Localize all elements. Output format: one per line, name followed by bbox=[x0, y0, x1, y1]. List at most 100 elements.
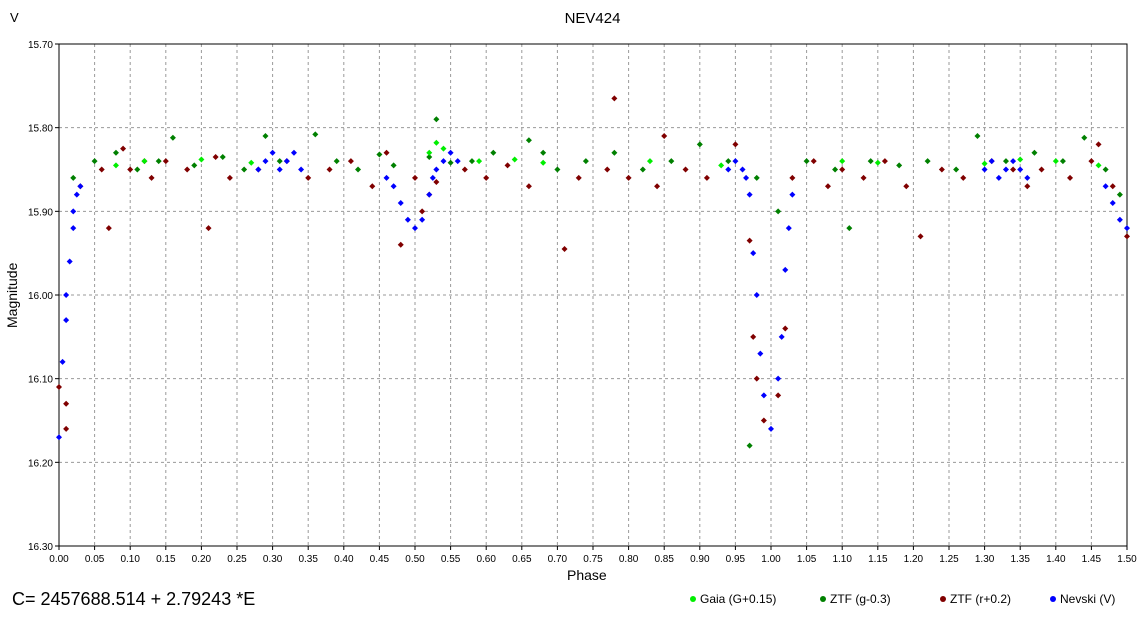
data-point bbox=[397, 241, 404, 248]
data-point bbox=[63, 292, 70, 298]
data-point bbox=[63, 317, 70, 324]
data-point bbox=[974, 133, 981, 140]
data-point bbox=[725, 158, 732, 165]
data-point bbox=[1124, 233, 1130, 240]
x-tick-label: 1.25 bbox=[939, 554, 959, 565]
legend-marker bbox=[940, 595, 946, 602]
data-point bbox=[753, 375, 760, 382]
data-point bbox=[824, 183, 831, 190]
data-point bbox=[810, 158, 817, 165]
data-point bbox=[525, 137, 532, 144]
data-point bbox=[775, 392, 782, 399]
x-axis-label: Phase bbox=[567, 567, 607, 583]
data-point bbox=[419, 216, 426, 223]
data-point bbox=[426, 149, 433, 156]
data-point bbox=[1024, 174, 1031, 181]
data-point bbox=[753, 292, 760, 298]
data-point bbox=[682, 166, 689, 173]
data-point bbox=[127, 166, 134, 173]
data-point bbox=[426, 191, 433, 198]
x-tick-label: 0.65 bbox=[512, 554, 532, 565]
data-point bbox=[440, 158, 447, 165]
data-point bbox=[703, 174, 710, 181]
legend-item: ZTF (g-0.3) bbox=[820, 592, 891, 606]
data-point bbox=[98, 166, 105, 173]
data-point bbox=[326, 166, 333, 173]
data-point bbox=[262, 133, 269, 140]
data-point bbox=[981, 160, 988, 167]
data-point bbox=[390, 162, 397, 169]
x-tick-label: 0.75 bbox=[583, 554, 603, 565]
data-point bbox=[1109, 183, 1116, 190]
data-point bbox=[953, 166, 960, 173]
x-tick-label: 1.40 bbox=[1046, 554, 1066, 565]
data-point bbox=[283, 158, 290, 165]
data-point bbox=[832, 166, 839, 173]
data-point bbox=[750, 333, 757, 340]
legend: Gaia (G+0.15) ZTF (g-0.3) ZTF (r+0.2) Nevsk… bbox=[0, 592, 1140, 608]
data-point bbox=[960, 174, 967, 181]
data-point bbox=[1031, 149, 1038, 156]
legend-label: ZTF (g-0.3) bbox=[830, 592, 891, 606]
data-point bbox=[1024, 183, 1031, 190]
data-point bbox=[582, 158, 589, 165]
data-point bbox=[839, 158, 846, 165]
data-point bbox=[846, 225, 853, 232]
data-point bbox=[785, 225, 792, 232]
data-point bbox=[1017, 166, 1024, 173]
data-point bbox=[226, 174, 233, 181]
y-axis-unit-label: V bbox=[10, 10, 19, 25]
data-point bbox=[66, 258, 73, 265]
data-point bbox=[768, 425, 774, 432]
x-tick-label: 0.30 bbox=[263, 554, 283, 565]
data-point bbox=[262, 158, 269, 165]
data-point bbox=[155, 158, 162, 165]
data-point bbox=[454, 158, 461, 165]
data-point bbox=[803, 158, 810, 165]
data-point bbox=[760, 417, 767, 424]
x-tick-label: 1.15 bbox=[868, 554, 888, 565]
data-point bbox=[611, 95, 618, 102]
data-point bbox=[917, 233, 924, 240]
data-point bbox=[429, 174, 436, 181]
data-point bbox=[440, 145, 447, 152]
data-point bbox=[219, 153, 226, 160]
data-point bbox=[639, 166, 646, 173]
x-tick-label: 0.50 bbox=[405, 554, 425, 565]
x-tick-label: 0.45 bbox=[370, 554, 390, 565]
data-point bbox=[269, 149, 276, 156]
data-point bbox=[782, 266, 789, 273]
x-tick-label: 0.00 bbox=[49, 554, 69, 565]
data-point bbox=[668, 158, 675, 165]
data-point bbox=[483, 174, 490, 181]
data-point bbox=[739, 166, 746, 173]
data-point bbox=[753, 174, 760, 181]
x-tick-label: 0.70 bbox=[548, 554, 568, 565]
data-point bbox=[1059, 158, 1066, 165]
data-point bbox=[290, 149, 297, 156]
data-point bbox=[419, 208, 426, 215]
data-point bbox=[1109, 199, 1116, 206]
legend-label: Gaia (G+0.15) bbox=[700, 592, 777, 606]
data-point bbox=[70, 208, 77, 215]
data-point bbox=[59, 358, 66, 365]
data-point bbox=[184, 166, 191, 173]
data-point bbox=[874, 159, 881, 166]
data-point bbox=[397, 199, 404, 206]
chart-title: NEV424 bbox=[564, 10, 621, 27]
data-point bbox=[718, 162, 725, 169]
data-point bbox=[988, 158, 995, 165]
x-tick-label: 0.85 bbox=[654, 554, 674, 565]
legend-item: ZTF (r+0.2) bbox=[940, 592, 1011, 606]
x-tick-label: 0.80 bbox=[619, 554, 639, 565]
legend-label: ZTF (r+0.2) bbox=[950, 592, 1012, 606]
data-point bbox=[390, 183, 397, 190]
data-point bbox=[56, 434, 62, 441]
data-point bbox=[604, 166, 611, 173]
y-tick-label: 16.20 bbox=[28, 458, 53, 469]
data-point bbox=[248, 159, 255, 166]
data-point bbox=[1052, 158, 1059, 165]
x-tick-label: 0.40 bbox=[334, 554, 354, 565]
data-point bbox=[490, 149, 497, 156]
data-point bbox=[333, 158, 340, 165]
